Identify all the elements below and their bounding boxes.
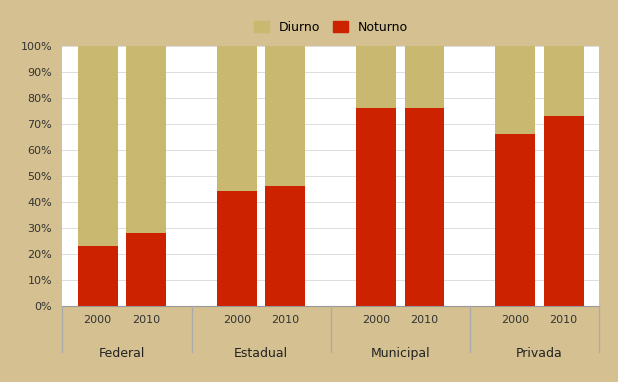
Bar (217, 46, 256, 191)
Bar (495, 134, 535, 306)
Text: Privada: Privada (516, 347, 563, 360)
Text: Municipal: Municipal (370, 347, 430, 360)
Bar (405, 46, 444, 108)
Bar (356, 108, 396, 306)
Bar (78, 46, 117, 246)
Bar (265, 186, 305, 306)
Bar (217, 191, 256, 306)
Text: Estadual: Estadual (234, 347, 288, 360)
Bar (356, 46, 396, 108)
Bar (126, 46, 166, 233)
Bar (495, 46, 535, 134)
Bar (126, 233, 166, 306)
Bar (405, 108, 444, 306)
Text: Federal: Federal (99, 347, 145, 360)
Legend: Diurno, Noturno: Diurno, Noturno (248, 16, 413, 39)
Bar (544, 116, 583, 306)
Bar (78, 246, 117, 306)
Bar (265, 46, 305, 186)
Bar (544, 46, 583, 116)
